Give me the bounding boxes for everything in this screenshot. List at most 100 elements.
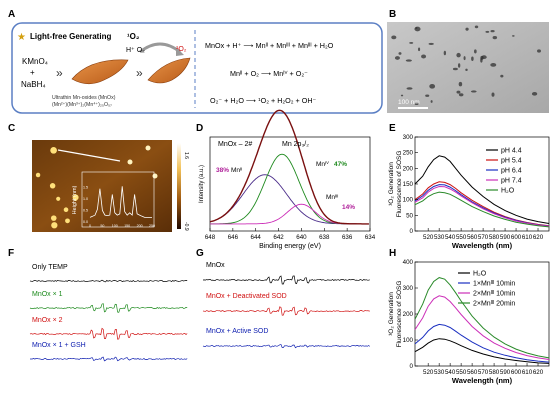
tem-particle	[443, 50, 447, 56]
tem-particle	[414, 102, 419, 106]
afm-particle	[127, 159, 133, 165]
reagent-plus: +	[30, 68, 35, 77]
chart-e-x-tick-label: 620	[533, 234, 544, 241]
chart-e-y-tick-label: 0	[410, 228, 414, 235]
afm-inset-y-tick: 0.0	[83, 220, 88, 224]
xps-x-label: Binding energy (eV)	[259, 243, 321, 250]
tem-particle	[471, 56, 474, 61]
afm-particle	[145, 145, 151, 151]
chart-h-series-0	[414, 338, 550, 364]
tem-particle	[485, 30, 490, 33]
panel-a-header: Light-free Generating	[30, 32, 111, 41]
xps-x-tick-label: 634	[365, 234, 376, 241]
tem-particle	[474, 25, 479, 29]
chart-e-x-tick-label: 560	[467, 234, 478, 241]
tem-particle	[531, 92, 538, 96]
label-h-o2: H⁺ O₂	[126, 47, 145, 54]
chart-e-y-tick-label: 300	[403, 134, 414, 141]
afm-particle	[56, 196, 61, 201]
afm-inset-plot: 0 50 100 150 200 250 0.0 0.5 1.0 1.5	[83, 186, 155, 228]
xps-mn4-pct: 47%	[334, 161, 347, 168]
tem-particle	[391, 35, 397, 40]
chart-h-legend-label: 2×Mnᴵᴵᴵ 10min	[473, 291, 515, 298]
chart-e-x-tick-label: 610	[522, 234, 533, 241]
scale-bar-label: 100 nm	[398, 99, 420, 106]
tem-particle	[474, 49, 477, 54]
tem-particle	[490, 29, 495, 33]
xps-plot-area	[209, 109, 369, 225]
chart-h-y-label-line: ¹O₂ Generation	[388, 292, 395, 336]
epr-f-trace-label: MnOx × 2	[32, 317, 63, 324]
tem-particle	[421, 54, 427, 59]
chart-e-x-tick-label: 530	[434, 234, 445, 241]
afm-particle	[50, 215, 57, 221]
xps-sample-label: MnOx – 2#	[218, 141, 252, 148]
chart-e-y-label: ¹O₂ GenerationFluorescence of SOSG	[388, 151, 403, 218]
tem-particle	[480, 57, 483, 63]
xps-x-tick-label: 636	[342, 234, 353, 241]
reaction-1: MnOx + H⁺ ⟶ Mnᴵᴵ + Mnᴵᴵᴵ + Mnᴵᴵᴵ + H₂O	[205, 41, 334, 50]
mnox-sheet-icon	[71, 59, 129, 85]
chart-e-x-tick-label: 570	[478, 234, 489, 241]
chart-h-x-tick-label: 600	[511, 369, 522, 376]
xps-x-tick-label: 638	[319, 234, 330, 241]
product-label-1: Ultrathin Mn-oxides (MnOx)	[52, 95, 116, 101]
tem-particle	[457, 63, 461, 68]
xps-x-tick-label: 642	[273, 234, 284, 241]
afm-profile-line	[89, 186, 152, 218]
chart-h-x-tick-label: 530	[434, 369, 445, 376]
tem-particle	[511, 35, 515, 37]
afm-inset-x-tick: 250	[149, 224, 155, 228]
panel-e-chart: 520 530 540 550 560 570 580 590 600 610 620 0 50 100…	[388, 134, 550, 250]
xps-mn3-label: Mnᴵᴵᴵ	[326, 194, 338, 201]
afm-particle	[74, 197, 78, 201]
reagent-kmno4: KMnO₄	[22, 57, 48, 66]
chart-h-y-label: ¹O₂ GenerationFluorescence of SOSG	[388, 281, 403, 348]
xps-peak-label: Mn 2p₃/₂	[282, 141, 309, 148]
chart-h-series-3	[414, 277, 550, 359]
chart-e-plot-area	[414, 155, 550, 228]
afm-color-scale	[177, 143, 181, 229]
chart-e-series-3	[414, 185, 550, 227]
label-singlet-oxygen: ¹O₂	[176, 46, 187, 53]
reaction-3: O₂⁻ + H₂O ⟶ ¹O₂ + H₂O₂ + OH⁻	[210, 96, 317, 105]
chart-h-y-ticks: 0 100 200 300 400	[403, 259, 418, 370]
panel-g-epr-traces: MnOx MnOx + Deactivated SOD MnOx + Active …	[202, 262, 371, 349]
afm-particle	[72, 194, 79, 201]
tem-particle	[500, 74, 504, 78]
chart-h-y-tick-label: 300	[403, 285, 414, 292]
chart-h-x-tick-label: 580	[489, 369, 500, 376]
chart-h-x-label: Wavelength (nm)	[452, 376, 513, 385]
chart-h-x-tick-label: 520	[423, 369, 434, 376]
chart-e-legend-label: pH 7.4	[501, 178, 522, 185]
xps-x-tick-label: 648	[205, 234, 216, 241]
panel-letters: A B C D E F G H	[8, 9, 396, 259]
panel-letter-b: B	[389, 9, 396, 20]
epr-g-trace-line	[202, 275, 370, 285]
chart-e-x-ticks: 520 530 540 550 560 570 580 590 600 610 620	[423, 228, 544, 241]
chevron-arrow-icon-2: »	[136, 66, 143, 80]
tem-particle	[456, 52, 461, 58]
chart-e-legend-label: pH 5.4	[501, 158, 522, 165]
tem-particle	[415, 27, 418, 29]
tem-particle	[463, 56, 466, 61]
tem-particle	[425, 94, 430, 97]
chart-e-x-tick-label: 590	[500, 234, 511, 241]
epr-g-trace-line	[202, 344, 371, 349]
chart-e-x-tick-label: 540	[445, 234, 456, 241]
panel-letter-e: E	[389, 123, 396, 134]
xps-x-tick-label: 640	[296, 234, 307, 241]
chart-e-legend: pH 4.4 pH 5.4 pH 6.4 pH 7.4 H₂O	[486, 148, 522, 195]
chart-h-y-tick-label: 400	[403, 259, 414, 266]
panel-letter-d: D	[196, 123, 203, 134]
xps-mn2-label: Mnᴵᴵ	[231, 167, 242, 174]
tem-particle	[414, 26, 421, 32]
chart-h-y-tick-label: 0	[410, 363, 414, 370]
tem-particle	[405, 59, 412, 62]
chart-h-plot-area	[414, 277, 550, 364]
afm-inset-x-tick: 50	[100, 224, 104, 228]
epr-f-trace-label: MnOx × 1 + GSH	[32, 342, 86, 349]
panel-letter-h: H	[389, 248, 396, 259]
